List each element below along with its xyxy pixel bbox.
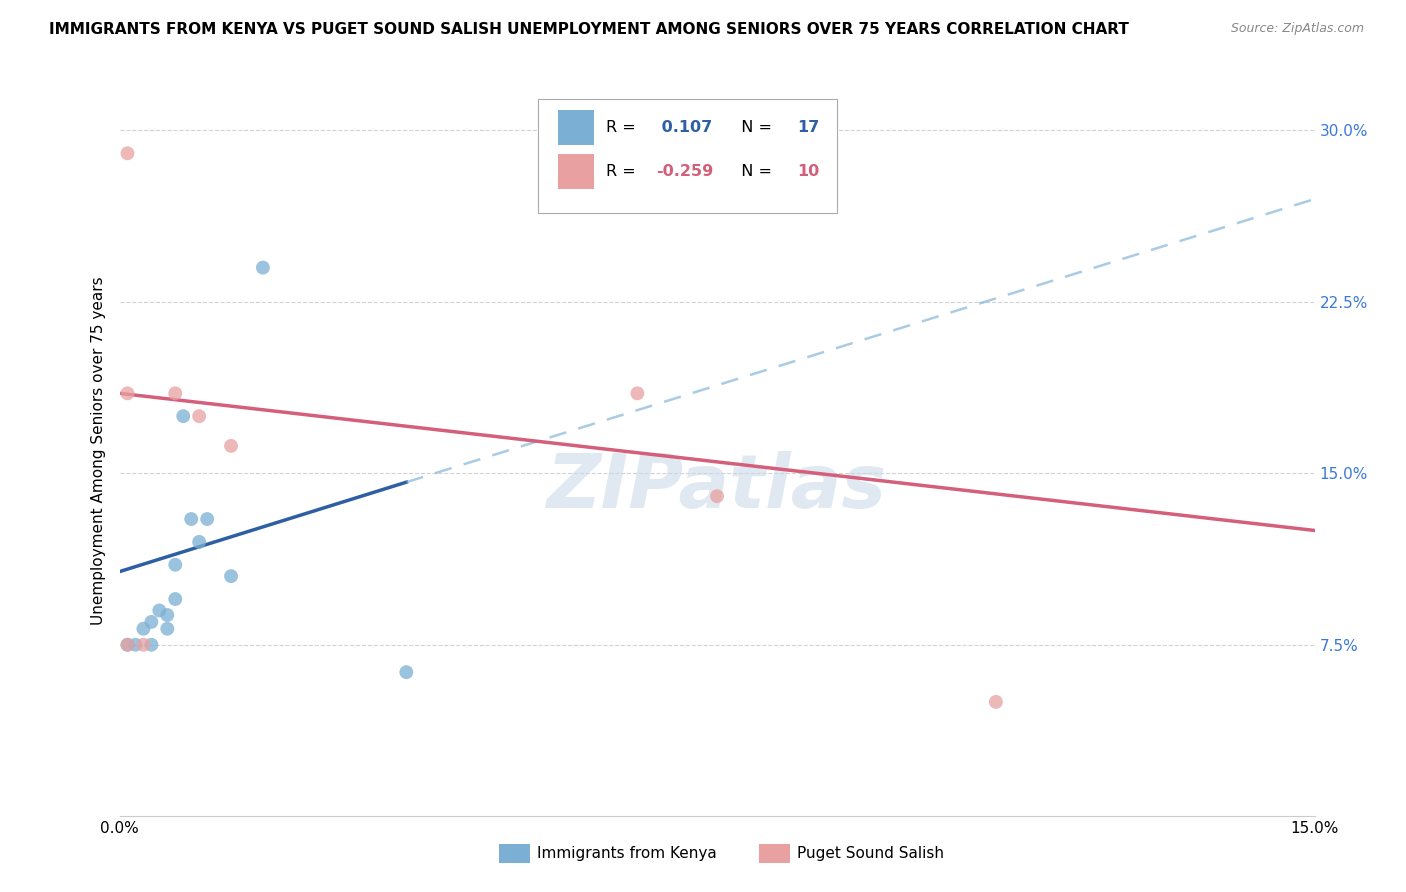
Y-axis label: Unemployment Among Seniors over 75 years: Unemployment Among Seniors over 75 years [90,277,105,624]
Point [156,608,179,623]
Bar [558,111,593,145]
Point [984,695,1007,709]
Point [132,622,155,636]
Point [219,439,242,453]
Point [117,638,139,652]
Point [117,638,139,652]
Text: Puget Sound Salish: Puget Sound Salish [797,847,945,861]
Text: 10: 10 [797,163,820,178]
Bar [558,154,593,189]
Point [172,409,194,424]
Text: R =: R = [606,120,641,135]
Point [252,260,274,275]
Text: -0.259: -0.259 [657,163,713,178]
Text: R =: R = [606,163,641,178]
Point [132,638,155,652]
Point [195,512,218,526]
Text: N =: N = [731,163,778,178]
Text: Source: ZipAtlas.com: Source: ZipAtlas.com [1230,22,1364,36]
Point [626,386,648,401]
Point [188,535,211,549]
Point [124,638,146,652]
Point [156,622,179,636]
Text: 17: 17 [797,120,820,135]
Text: 0.107: 0.107 [657,120,713,135]
Point [141,615,163,629]
Point [219,569,242,583]
FancyBboxPatch shape [538,99,837,213]
Point [165,386,187,401]
Point [165,592,187,607]
Point [141,638,163,652]
Text: Immigrants from Kenya: Immigrants from Kenya [537,847,717,861]
Point [165,558,187,572]
Point [395,665,418,680]
Point [117,386,139,401]
Point [180,512,202,526]
Text: N =: N = [731,120,778,135]
Point [148,603,170,617]
Point [188,409,211,424]
Point [706,489,728,503]
Text: IMMIGRANTS FROM KENYA VS PUGET SOUND SALISH UNEMPLOYMENT AMONG SENIORS OVER 75 Y: IMMIGRANTS FROM KENYA VS PUGET SOUND SAL… [49,22,1129,37]
Text: ZIPatlas: ZIPatlas [547,450,887,524]
Point [117,146,139,161]
